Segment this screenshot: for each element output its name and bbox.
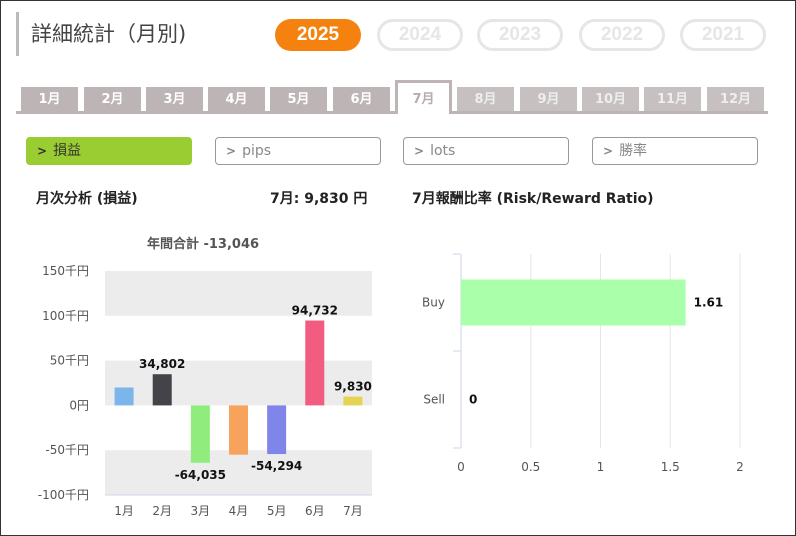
y-tick-label: -50千円 (45, 443, 89, 457)
tab-month-2[interactable]: 2月 (84, 87, 141, 111)
month-tabs-baseline (16, 111, 768, 114)
metric-button-winrate[interactable]: > 勝率 (592, 137, 758, 165)
bar-5月[interactable] (267, 405, 287, 455)
metric-button-pips[interactable]: > pips (215, 137, 381, 165)
x-tick-label: 6月 (305, 504, 325, 518)
data-label: 1.61 (694, 296, 724, 310)
year-button-2022[interactable]: 2022 (579, 19, 665, 51)
tab-month-7[interactable]: 7月 (395, 80, 452, 114)
y-tick-label: 50千円 (50, 354, 89, 368)
grid-band (105, 271, 372, 316)
rr-ratio-chart: 1.61 0 0 0.5 1 1.5 2 Buy Sell (422, 253, 744, 474)
tab-month-4[interactable]: 4月 (208, 87, 265, 111)
tab-month-11: 11月 (644, 87, 701, 111)
x-tick-label: 4月 (229, 504, 249, 518)
x-tick-label: 2 (736, 460, 744, 474)
x-tick-label: 7月 (343, 504, 363, 518)
tab-month-10: 10月 (582, 87, 639, 111)
metric-button-label: pips (242, 143, 272, 159)
chevron-right-icon: > (226, 144, 237, 158)
bar-4月[interactable] (229, 405, 248, 455)
tab-month-1[interactable]: 1月 (21, 87, 78, 111)
year-button-2024[interactable]: 2024 (377, 19, 463, 51)
year-button-2023[interactable]: 2023 (477, 19, 563, 51)
data-label: -64,035 (175, 468, 226, 482)
x-tick-label: 1 (597, 460, 605, 474)
bar-7月[interactable] (343, 396, 363, 406)
metric-button-profit[interactable]: > 損益 (26, 137, 192, 165)
tab-month-3[interactable]: 3月 (146, 87, 203, 111)
rr-ratio-title: 7月報酬比率 (Risk/Reward Ratio) (412, 191, 654, 207)
page-title: 詳細統計（月別) (16, 12, 186, 56)
year-button-2025[interactable]: 2025 (275, 19, 361, 51)
monthly-pnl-chart: 年間合計 -13,046 150千円 100千円 50千円 0円 -50千円 -100千円… (38, 236, 372, 518)
tab-month-9: 9月 (520, 87, 577, 111)
y-tick-label: 150千円 (42, 264, 89, 278)
x-tick-label: 0.5 (521, 460, 540, 474)
monthly-analysis-title: 月次分析 (損益) (36, 191, 138, 207)
y-tick-label: 100千円 (42, 309, 89, 323)
chevron-right-icon: > (37, 144, 48, 158)
metric-button-label: lots (430, 143, 456, 159)
grid-band (105, 450, 372, 495)
bar-3月[interactable] (190, 405, 210, 463)
bar-Buy[interactable] (461, 279, 686, 326)
tab-month-12: 12月 (707, 87, 764, 111)
y-tick-label: -100千円 (38, 488, 89, 502)
data-label: 94,732 (292, 304, 338, 318)
data-label: -54,294 (251, 459, 302, 473)
data-label: 34,802 (139, 357, 185, 371)
bar-6月[interactable] (305, 320, 325, 406)
chevron-right-icon: > (414, 144, 425, 158)
chart-title: 年間合計 -13,046 (147, 236, 259, 252)
chevron-right-icon: > (603, 144, 614, 158)
category-label: Sell (423, 393, 445, 407)
data-label: 9,830 (334, 380, 372, 394)
category-label: Buy (422, 296, 445, 310)
x-tick-label: 3月 (191, 504, 211, 518)
x-tick-label: 1.5 (661, 460, 680, 474)
month-summary: 7月: 9,830 円 (270, 191, 368, 207)
metric-button-label: 勝率 (619, 143, 648, 159)
tab-month-6[interactable]: 6月 (333, 87, 390, 111)
x-tick-label: 0 (457, 460, 465, 474)
metric-button-label: 損益 (53, 143, 82, 159)
year-button-2021[interactable]: 2021 (680, 19, 766, 51)
y-tick-label: 0円 (69, 398, 89, 412)
tab-month-5[interactable]: 5月 (270, 87, 327, 111)
bar-2月[interactable] (152, 374, 172, 406)
tab-month-8: 8月 (457, 87, 514, 111)
bar-1月[interactable] (114, 387, 134, 406)
x-tick-label: 2月 (152, 504, 172, 518)
x-tick-label: 5月 (267, 504, 287, 518)
metric-button-lots[interactable]: > lots (403, 137, 569, 165)
grid-band (105, 360, 372, 406)
data-label: 0 (469, 393, 477, 407)
x-tick-label: 1月 (114, 504, 134, 518)
